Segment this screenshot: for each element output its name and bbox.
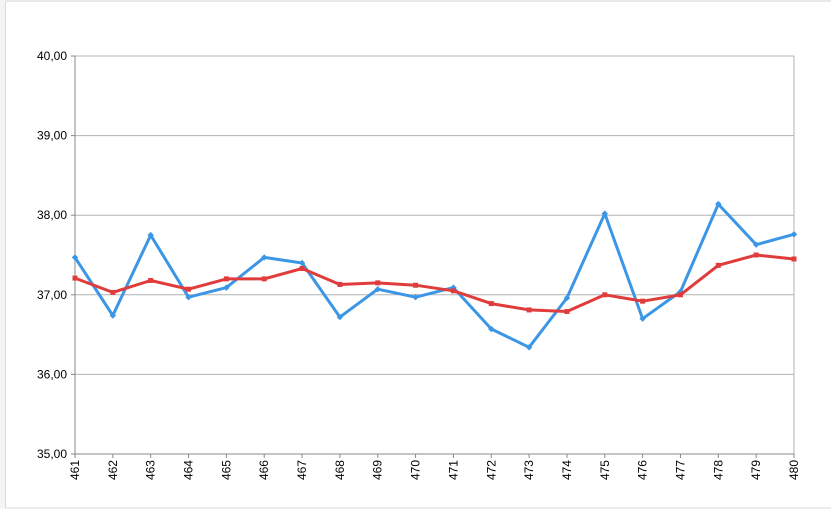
series-1-point [715, 200, 722, 208]
series-2-point [337, 281, 343, 287]
y-tick-label: 38,00 [37, 208, 67, 222]
x-tick-label: 477 [673, 460, 687, 480]
x-tick-label: 469 [371, 460, 385, 480]
series-1-point [412, 293, 419, 301]
y-tick-label: 36,00 [37, 367, 67, 381]
series-1-point [374, 286, 381, 293]
series-2-point [299, 266, 305, 272]
x-tick-label: 480 [787, 460, 801, 480]
grid-layer [75, 55, 795, 454]
series-2-point [110, 289, 116, 295]
series-2-point [715, 262, 721, 268]
series-1-point [488, 325, 495, 333]
series-2-point [488, 301, 494, 307]
series-2-point [186, 286, 192, 292]
series-1-point [298, 259, 306, 267]
series-2-point [148, 277, 154, 283]
window-left-edge [0, 0, 6, 509]
series-2-point [413, 282, 419, 288]
window-bottom-edge [5, 507, 831, 509]
x-tick-label: 462 [106, 460, 120, 480]
series-1-point [601, 210, 608, 217]
series-1-point [147, 231, 154, 239]
x-tick-label: 479 [749, 460, 763, 480]
series-2-point [72, 275, 78, 281]
series-line-1 [73, 202, 796, 349]
x-tick-label: 467 [295, 460, 309, 480]
x-tick-label: 470 [409, 460, 423, 480]
x-tick-label: 476 [636, 460, 650, 480]
series-1-point [525, 344, 533, 351]
series-1-point [639, 315, 646, 322]
series-line-2 [73, 253, 796, 313]
series-layer [71, 200, 798, 351]
series-1-point [185, 293, 192, 301]
x-tick-label: 473 [522, 460, 536, 480]
x-tick-label: 472 [484, 460, 498, 480]
x-tick-label: 471 [446, 460, 460, 480]
series-2-point [677, 292, 683, 298]
series-2-point [640, 298, 646, 304]
axis-layer: 35,00 36,00 37,00 38,00 39,00 40,00 461 462 463 4… [37, 49, 801, 480]
series-1-point [752, 241, 760, 248]
series-2-point [261, 276, 267, 282]
series-2-point [223, 276, 229, 282]
series-1-point [677, 288, 684, 295]
y-tick-label: 35,00 [37, 447, 67, 461]
x-tick-label: 464 [182, 460, 196, 480]
series-2-point [375, 280, 381, 286]
x-tick-label: 466 [257, 460, 271, 480]
series-1-point [223, 284, 230, 291]
series-1-point [261, 254, 268, 261]
series-2-point [753, 252, 759, 258]
series-1-point [109, 312, 117, 319]
series-2-point [564, 309, 570, 315]
x-tick-label: 463 [144, 460, 158, 480]
series-1-point [563, 294, 571, 302]
x-tick-label: 475 [598, 460, 612, 480]
window-top-edge [5, 0, 831, 2]
x-tick-label: 478 [711, 460, 725, 480]
series-1-point [71, 254, 79, 261]
x-tick-label: 468 [333, 460, 347, 480]
series-2-point [450, 288, 456, 294]
series-2-point [526, 307, 532, 313]
y-tick-label: 40,00 [37, 49, 67, 63]
y-tick-label: 39,00 [37, 129, 67, 143]
x-tick-label: 474 [560, 460, 574, 480]
x-tick-label: 465 [219, 460, 233, 480]
series-1-point [790, 231, 798, 238]
series-2-point [602, 292, 608, 298]
series-2-point [791, 256, 797, 262]
series-1-point [336, 313, 344, 321]
y-tick-label: 37,00 [37, 288, 67, 302]
x-tick-label: 461 [68, 460, 82, 480]
